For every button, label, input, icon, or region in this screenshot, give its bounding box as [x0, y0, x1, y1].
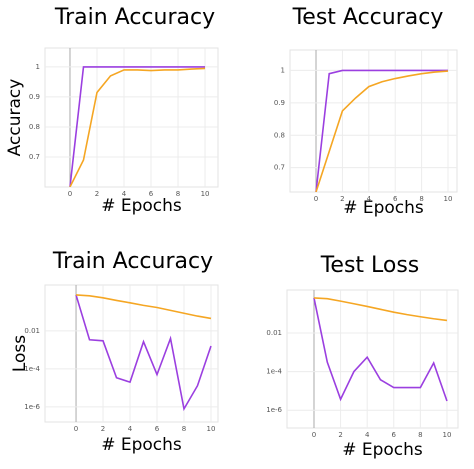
y-axis-label: Accuracy: [5, 79, 25, 157]
series-line: [75, 294, 212, 412]
plot-frame: [289, 49, 458, 193]
x-tick-label: 10: [207, 425, 216, 433]
x-tick-label: 4: [122, 190, 127, 198]
subplot: 0 2 4 6 8 10 0.7 0.8 0.9 1 Train Accuracy # Epochs A…: [5, 5, 219, 216]
series-line: [69, 66, 206, 187]
plot-frame: [44, 284, 219, 423]
x-tick-label: 8: [182, 425, 186, 433]
plot-frame: [44, 47, 219, 188]
subplot: 0 2 4 6 8 10 1e-6 1e-4 0.01 Test Loss # Epochs: [266, 253, 459, 460]
x-tick-label: 0: [312, 431, 316, 439]
y-tick-label: 1e-4: [266, 368, 282, 376]
series-line: [75, 294, 212, 320]
y-tick-label: 0.8: [29, 123, 40, 131]
x-axis-label: # Epochs: [342, 440, 423, 460]
y-tick-label: 0.7: [274, 164, 285, 172]
y-tick-label: 0.9: [274, 99, 285, 107]
y-axis-label: Loss: [10, 335, 30, 372]
y-tick-label: 0.7: [29, 153, 40, 161]
x-tick-label: 6: [149, 190, 154, 198]
series-line: [69, 67, 206, 187]
series-line: [315, 70, 449, 192]
chart-title: Train Accuracy: [52, 249, 213, 274]
x-axis-label: # Epochs: [101, 435, 182, 455]
x-axis-label: # Epochs: [343, 198, 424, 218]
x-tick-label: 2: [338, 431, 342, 439]
x-tick-label: 8: [419, 195, 423, 203]
subplot: 0 2 4 6 8 10 0.7 0.8 0.9 1 Test Accuracy # Epochs: [274, 5, 458, 218]
x-axis-label: # Epochs: [101, 196, 182, 216]
x-tick-label: 6: [155, 425, 160, 433]
series-line: [313, 297, 448, 322]
chart-title: Train Accuracy: [54, 5, 215, 30]
x-tick-label: 2: [340, 195, 344, 203]
y-tick-label: 0.01: [24, 327, 40, 335]
x-tick-label: 4: [128, 425, 133, 433]
y-tick-label: 1e-6: [266, 406, 282, 414]
series-line: [315, 69, 449, 192]
x-tick-label: 10: [443, 431, 452, 439]
y-tick-label: 1: [281, 66, 285, 74]
chart-title: Test Accuracy: [292, 5, 444, 30]
x-tick-label: 6: [392, 431, 397, 439]
y-tick-label: 0.9: [29, 93, 40, 101]
x-tick-label: 0: [314, 195, 318, 203]
chart-title: Test Loss: [320, 253, 420, 278]
x-tick-label: 0: [68, 190, 72, 198]
x-tick-label: 2: [101, 425, 105, 433]
y-tick-label: 1: [36, 63, 40, 71]
x-tick-label: 10: [444, 195, 453, 203]
y-tick-label: 1e-4: [24, 365, 40, 373]
x-tick-label: 0: [74, 425, 78, 433]
y-tick-label: 1e-6: [24, 403, 40, 411]
y-tick-label: 0.8: [274, 131, 285, 139]
x-tick-label: 2: [95, 190, 99, 198]
x-tick-label: 6: [393, 195, 398, 203]
subplot: 0 2 4 6 8 10 1e-6 1e-4 0.01 Train Accuracy # Epoch…: [10, 249, 219, 455]
x-tick-label: 4: [365, 431, 370, 439]
x-tick-label: 10: [201, 190, 210, 198]
x-tick-label: 8: [418, 431, 422, 439]
y-tick-label: 0.01: [266, 329, 282, 337]
plot-frame: [286, 289, 459, 429]
x-tick-label: 4: [367, 195, 372, 203]
series-line: [313, 297, 448, 402]
x-tick-label: 8: [176, 190, 180, 198]
